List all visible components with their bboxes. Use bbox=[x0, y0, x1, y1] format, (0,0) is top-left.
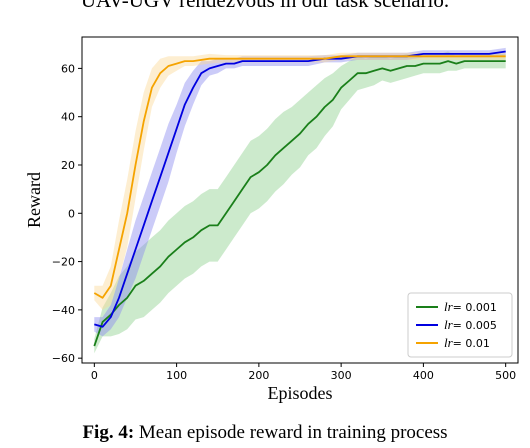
legend-label: lr= 0.01 bbox=[444, 335, 490, 350]
x-axis-title: Episodes bbox=[268, 383, 333, 403]
confidence-bands bbox=[94, 47, 506, 354]
reward-line-chart: 0 100 200 300 400 500 −60 −40 −20 0 20 40 60 Episod… bbox=[24, 36, 519, 403]
y-tick-label: 40 bbox=[61, 111, 75, 124]
plot-frame bbox=[81, 36, 519, 364]
legend-box bbox=[407, 292, 513, 358]
preceding-text-line: UAV-UGV rendezvous in our task scenario. bbox=[80, 0, 450, 12]
x-axis-ticks: 0 100 200 300 400 500 bbox=[91, 363, 516, 382]
band-series-0 bbox=[94, 51, 506, 354]
y-tick-label: −60 bbox=[52, 352, 75, 365]
x-tick-label: 500 bbox=[495, 369, 516, 382]
x-tick-label: 200 bbox=[248, 369, 269, 382]
y-tick-label: −40 bbox=[52, 304, 75, 317]
x-tick-label: 300 bbox=[331, 369, 352, 382]
x-tick-label: 400 bbox=[413, 369, 434, 382]
x-tick-label: 0 bbox=[91, 369, 98, 382]
caption-text: Mean episode reward in training process bbox=[134, 422, 448, 443]
legend-label: lr= 0.001 bbox=[444, 299, 497, 314]
y-tick-label: −20 bbox=[52, 256, 75, 269]
x-tick-label: 100 bbox=[166, 369, 187, 382]
series-lines bbox=[93, 50, 506, 347]
figure-caption: Fig. 4: Mean episode reward in training … bbox=[0, 422, 530, 444]
line-series-0 bbox=[93, 60, 506, 347]
line-series-2 bbox=[93, 55, 506, 299]
y-tick-label: 60 bbox=[61, 62, 75, 75]
caption-label: Fig. 4: bbox=[82, 422, 135, 443]
y-axis-title: Reward bbox=[24, 172, 44, 228]
y-tick-label: 20 bbox=[61, 159, 75, 172]
y-axis-ticks: −60 −40 −20 0 20 40 60 bbox=[52, 62, 82, 365]
legend: lr= 0.001 lr= 0.005 lr= 0.01 bbox=[407, 292, 513, 358]
legend-label: lr= 0.005 bbox=[444, 317, 497, 332]
y-tick-label: 0 bbox=[68, 207, 75, 220]
